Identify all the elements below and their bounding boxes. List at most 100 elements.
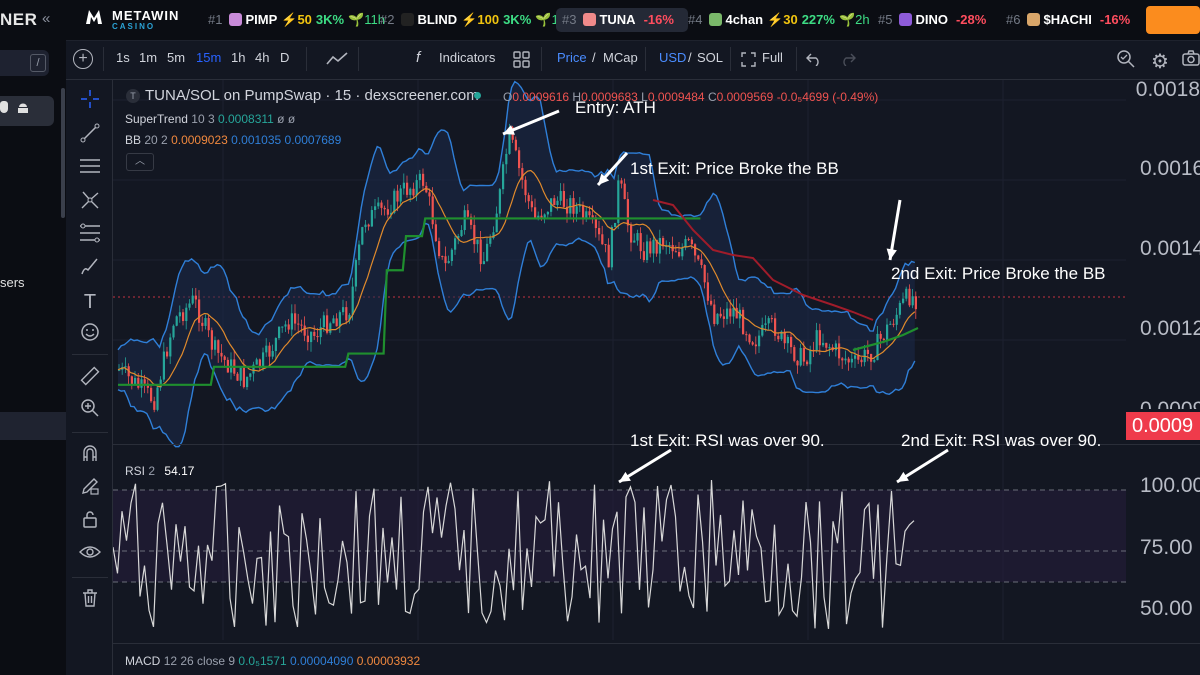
interval-15m[interactable]: 15m xyxy=(196,50,222,65)
double-chevron-left-icon[interactable]: « xyxy=(42,10,51,27)
sidebar-selected-item[interactable] xyxy=(0,412,66,440)
sidebar-scrollbar[interactable] xyxy=(61,88,65,218)
ticker-rank: #5 xyxy=(878,12,893,27)
candle-body xyxy=(905,288,908,299)
ticker-change: -16% xyxy=(1099,12,1131,27)
candle-body xyxy=(902,298,905,303)
candle-body xyxy=(786,336,789,344)
candle-body xyxy=(700,259,703,266)
add-symbol-icon[interactable]: + xyxy=(73,49,93,69)
chart-toolbar xyxy=(66,41,1200,80)
interval-5m[interactable]: 5m xyxy=(167,50,186,65)
trash-icon[interactable] xyxy=(77,588,103,614)
candle-body xyxy=(153,401,156,410)
candle-body xyxy=(716,313,719,324)
candle-body xyxy=(473,224,476,245)
interval-d[interactable]: D xyxy=(280,50,290,65)
ticker-item-2[interactable]: #2 BLIND ⚡100 3K% 🌱18h xyxy=(380,8,577,32)
ticker-change: -28% xyxy=(955,12,987,27)
bb-legend[interactable]: BB 20 2 0.0009023 0.001035 0.0007689 xyxy=(125,133,342,147)
indicators-button[interactable]: Indicators xyxy=(439,50,496,65)
candle-body xyxy=(310,331,313,343)
quick-search-icon[interactable] xyxy=(1116,49,1136,74)
chart-symbol-title[interactable]: TUNA/SOL on PumpSwap · 15 · dexscreener.… xyxy=(145,87,479,104)
candle-body xyxy=(335,318,338,327)
toggle-separator: / xyxy=(688,50,692,65)
redo-icon[interactable] xyxy=(840,52,856,71)
interval-1s[interactable]: 1s xyxy=(116,50,130,65)
candle-body xyxy=(876,333,879,361)
candle-body xyxy=(610,226,613,268)
macd-legend[interactable]: MACD 12 26 close 9 0.0₅1571 0.00004090 0… xyxy=(125,654,421,668)
text-tool-icon[interactable]: T xyxy=(83,291,97,313)
price-toggle[interactable]: Price xyxy=(557,50,587,65)
candle-body xyxy=(457,236,460,239)
ticker-boost: ⚡50 xyxy=(281,12,312,27)
chart-canvas[interactable] xyxy=(113,80,1200,675)
brush-icon[interactable] xyxy=(77,256,103,282)
candle-body xyxy=(889,323,892,325)
ticker-item-1[interactable]: #1 PIMP ⚡50 3K% 🌱11h xyxy=(208,8,389,32)
candle-body xyxy=(409,188,412,195)
candle-body xyxy=(313,331,316,337)
layout-grid-icon[interactable] xyxy=(513,51,530,73)
candle-body xyxy=(431,196,434,225)
trend-line-icon[interactable] xyxy=(77,123,103,149)
sol-toggle[interactable]: SOL xyxy=(697,50,724,65)
metawin-logo-icon[interactable] xyxy=(86,10,102,29)
app-download-buttons[interactable] xyxy=(0,96,54,126)
annotation-entry-ath: Entry: ATH xyxy=(575,98,656,117)
candle-body xyxy=(380,202,383,208)
sidebar-brand[interactable]: NER xyxy=(0,10,38,29)
rsi-line xyxy=(113,479,915,629)
lock-drawing-pencil-icon[interactable] xyxy=(77,476,103,502)
fullscreen-icon[interactable] xyxy=(741,52,756,72)
pitchfork-icon[interactable] xyxy=(77,189,103,215)
ticker-boost: ⚡100 xyxy=(461,12,500,27)
mcap-toggle[interactable]: MCap xyxy=(603,50,638,65)
supertrend-line xyxy=(852,327,919,352)
lock-icon[interactable] xyxy=(77,509,103,535)
sidebar-item-users[interactable]: sers xyxy=(0,275,25,290)
android-icon[interactable] xyxy=(16,102,30,119)
settings-gear-icon[interactable]: ⚙ xyxy=(1151,51,1169,73)
sponsor-logo-text[interactable]: METAWIN xyxy=(112,8,180,23)
fullscreen-button[interactable]: Full xyxy=(762,50,783,65)
interval-1h[interactable]: 1h xyxy=(231,50,246,65)
pane-separator[interactable] xyxy=(113,444,1200,445)
ticker-item-5[interactable]: #5 DINO -28% xyxy=(878,8,994,32)
ticker-item-4[interactable]: #4 4chan ⚡30 227% 🌱2h xyxy=(688,8,874,32)
magnet-icon[interactable] xyxy=(77,443,103,469)
candle-body xyxy=(774,318,777,336)
toolbar-divider xyxy=(796,47,797,71)
interval-4h[interactable]: 4h xyxy=(255,50,270,65)
interval-1m[interactable]: 1m xyxy=(139,50,158,65)
ticker-item-3[interactable]: #3 TUNA -16% xyxy=(556,8,688,32)
rsi-legend[interactable]: RSI 2 54.17 xyxy=(125,464,195,478)
candle-body xyxy=(630,225,633,243)
candle-body xyxy=(562,191,565,207)
fib-retracement-icon[interactable] xyxy=(77,223,103,249)
ticker-item-7-token-icon[interactable] xyxy=(1146,6,1200,34)
eye-visibility-icon[interactable] xyxy=(77,542,103,568)
ticker-boost: ⚡30 xyxy=(767,12,798,27)
screenshot-camera-icon[interactable] xyxy=(1182,50,1200,71)
collapse-legend-chevron-icon[interactable]: ︿ xyxy=(126,153,154,171)
pane-separator[interactable] xyxy=(113,643,1200,644)
annotation-arrow-exit1-rsi-head xyxy=(619,471,631,482)
usd-toggle[interactable]: USD xyxy=(659,50,687,65)
supertrend-legend[interactable]: SuperTrend 10 3 0.0008311 ø ø xyxy=(125,112,296,126)
candle-body xyxy=(300,324,303,326)
ticker-item-6[interactable]: #6 $HACHI -16% xyxy=(1006,8,1138,32)
candle-body xyxy=(639,233,642,252)
indicators-fx-icon[interactable]: f xyxy=(416,49,421,66)
undo-icon[interactable] xyxy=(806,52,822,71)
line-chart-type-icon[interactable] xyxy=(326,51,348,72)
zoom-in-icon[interactable] xyxy=(77,398,103,424)
ruler-icon[interactable] xyxy=(77,366,103,392)
horizontal-lines-icon[interactable] xyxy=(77,156,103,182)
crosshair-icon[interactable] xyxy=(77,89,103,115)
candle-body xyxy=(239,367,242,381)
emoji-icon[interactable] xyxy=(77,322,103,348)
candle-body xyxy=(274,338,277,352)
